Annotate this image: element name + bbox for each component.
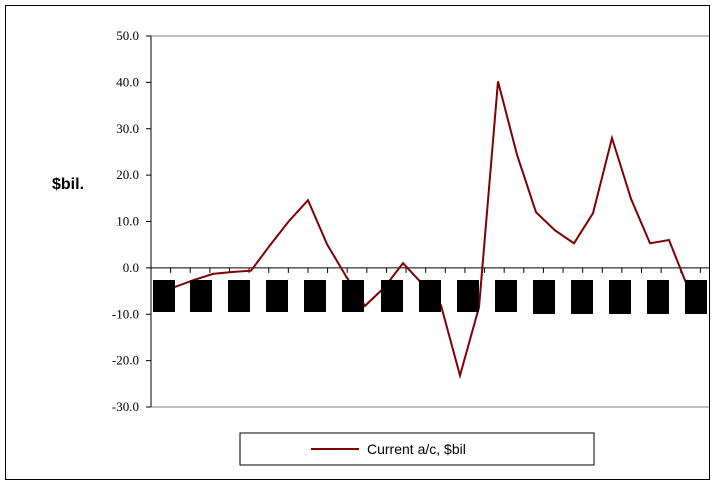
line-chart: 50.0 40.0 30.0 20.0 10.0 0.0 -10.0 -20.0 -30.0 $…: [52, 28, 709, 466]
y-tick-label: 20.0: [116, 167, 139, 182]
y-tick-label: 30.0: [116, 121, 139, 136]
occluding-block: [304, 280, 326, 312]
occluding-blocks: [153, 280, 707, 314]
occluding-block: [609, 280, 631, 314]
occluding-block: [342, 280, 364, 312]
legend: Current a/c, $bil: [239, 432, 595, 466]
occluding-block: [571, 280, 593, 314]
legend-label: Current a/c, $bil: [367, 441, 466, 457]
y-tick-label: 50.0: [116, 28, 139, 43]
y-tick-label: -30.0: [112, 399, 139, 414]
occluding-block: [190, 280, 212, 312]
y-tick-label: -10.0: [112, 306, 139, 321]
y-tick-label: 10.0: [116, 214, 139, 229]
y-ticks: 50.0 40.0 30.0 20.0 10.0 0.0 -10.0 -20.0 -30.0: [112, 28, 151, 414]
occluding-block: [419, 280, 441, 312]
occluding-block: [228, 280, 250, 312]
occluding-block: [266, 280, 288, 312]
occluding-block: [533, 280, 555, 314]
y-tick-label: 40.0: [116, 74, 139, 89]
y-tick-label: -20.0: [112, 353, 139, 368]
legend-box: [239, 432, 595, 466]
chart-frame: 50.0 40.0 30.0 20.0 10.0 0.0 -10.0 -20.0 -30.0 $…: [5, 5, 710, 480]
occluding-block: [457, 280, 479, 312]
occluding-block: [647, 280, 669, 314]
plot-area: [150, 35, 709, 408]
y-axis-title: $bil.: [52, 176, 84, 193]
occluding-block: [381, 280, 403, 312]
y-tick-label: 0.0: [123, 260, 139, 275]
occluding-block: [153, 280, 175, 312]
occluding-block: [685, 280, 707, 314]
occluding-block: [495, 280, 517, 312]
